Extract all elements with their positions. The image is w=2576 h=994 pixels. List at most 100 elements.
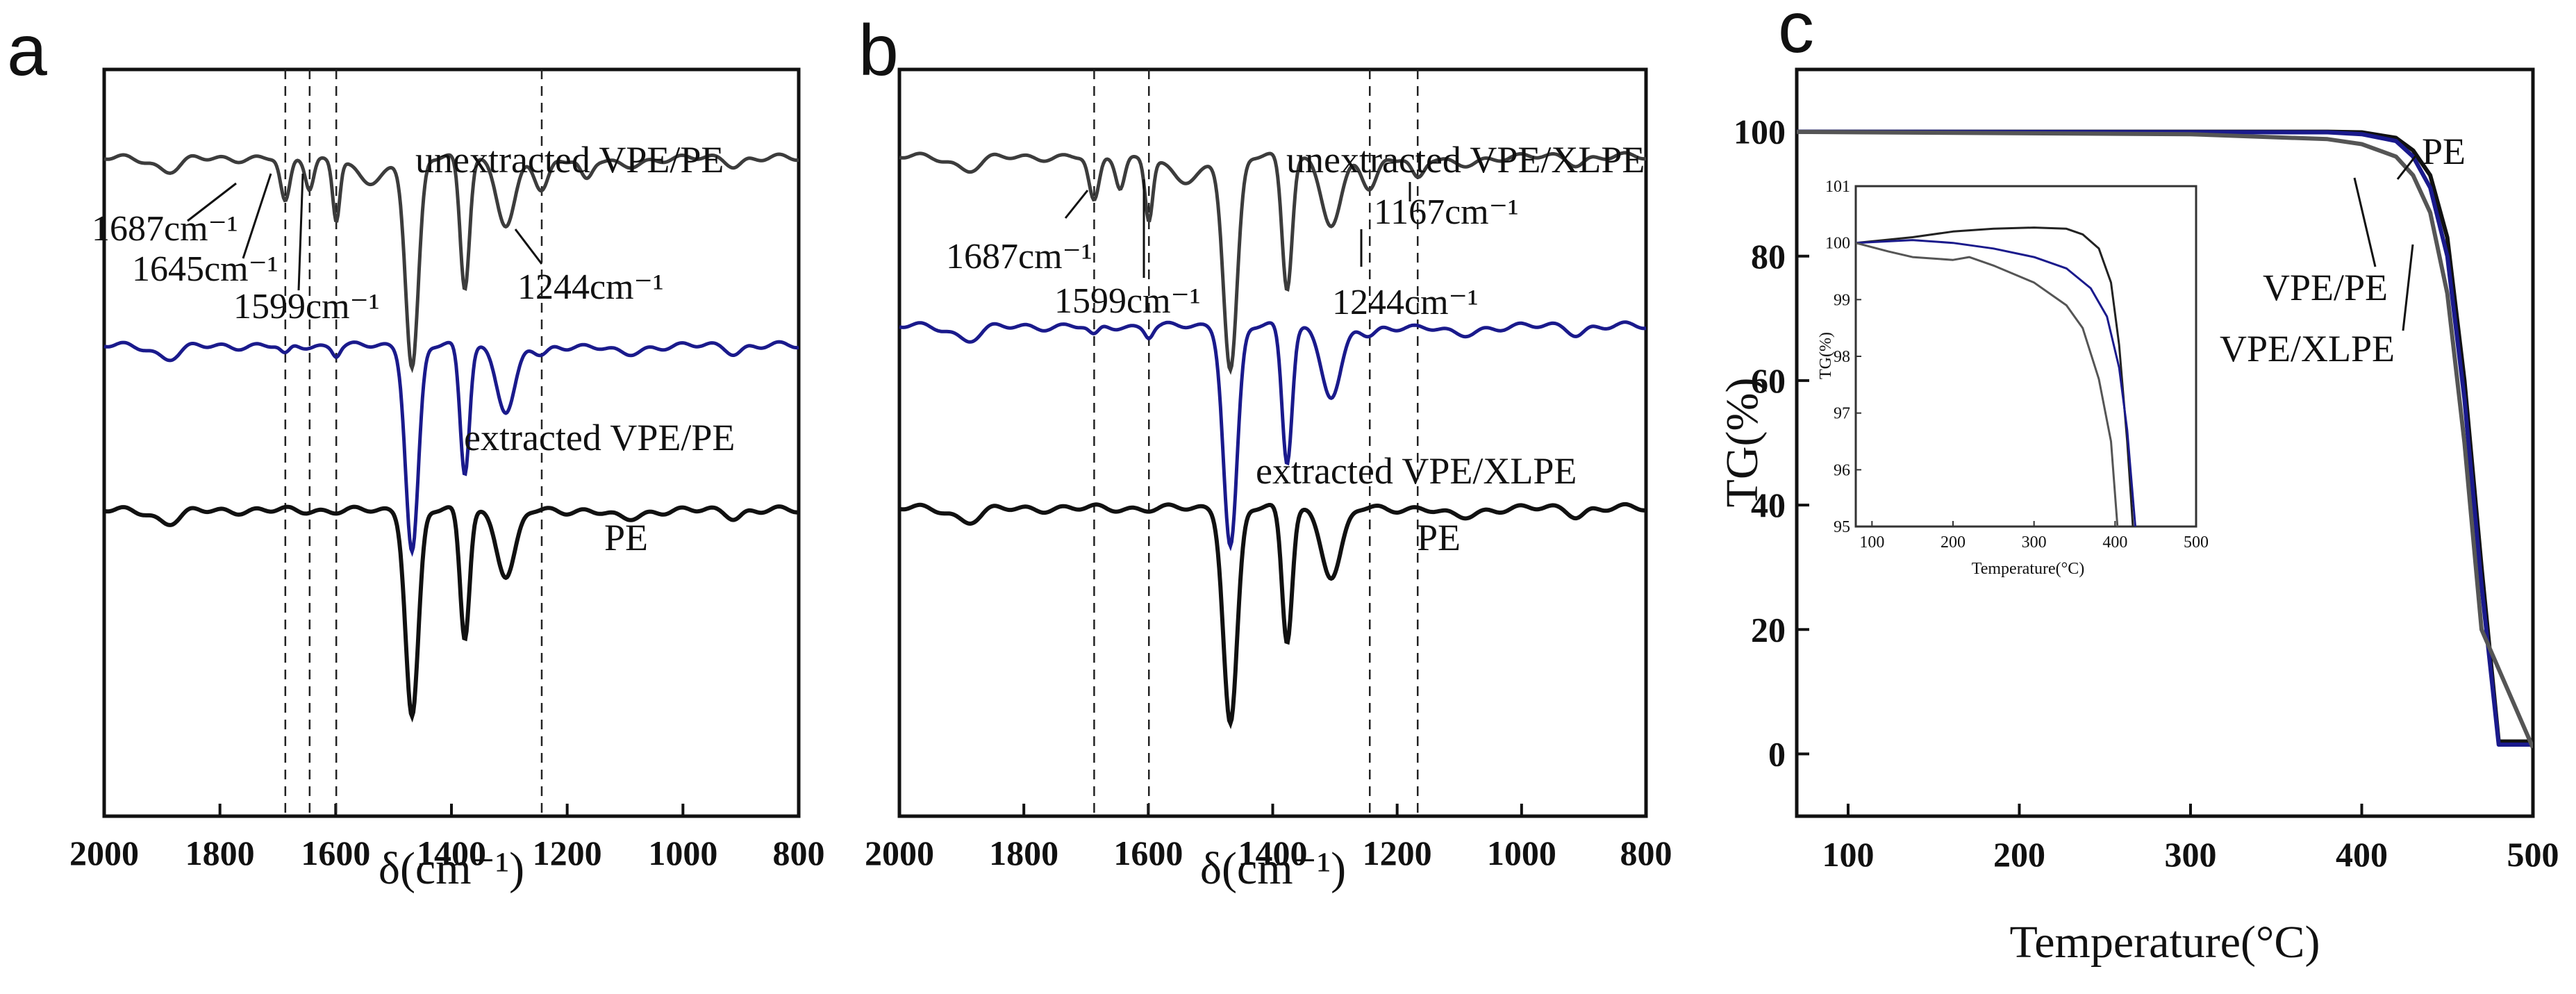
- y-tick-label: 0: [1768, 734, 1786, 773]
- panel-a-ftir: a 2000 1800 1600 1400 1200 1000 800 unextracte…: [7, 10, 825, 894]
- series-label-unextracted-vpe-xlpe: unextracted VPE/XLPE: [1286, 139, 1645, 181]
- inset-y-tick-label: 97: [1834, 405, 1850, 423]
- panel-c-axes: 100 200 300 400 500 0 20 40 60 80 100: [1734, 113, 2559, 874]
- series-label-extracted-vpe-xlpe: extracted VPE/XLPE: [1256, 450, 1577, 492]
- inset-series-line-vpe-xlpe: [1856, 242, 2119, 527]
- series-line-vpe-xlpe: [1797, 129, 2533, 749]
- series-line-pe: [103, 504, 799, 723]
- panel-b-frame: [897, 67, 1648, 818]
- inset-frame: [1854, 185, 2197, 528]
- panel-c-frame: [1795, 67, 2535, 818]
- x-tick-label: 1600: [1113, 834, 1183, 872]
- inset-x-tick-label: 300: [2022, 533, 2047, 552]
- x-tick-label: 500: [2507, 835, 2559, 874]
- inset-x-tick-label: 200: [1941, 533, 1966, 552]
- annotation-b-1167: 1167cm⁻¹: [1374, 192, 1519, 232]
- inset-series-line-vpe-pe: [1856, 239, 2136, 527]
- inset-y-tick-label: 95: [1834, 518, 1850, 536]
- annotation-1645: 1645cm⁻¹: [132, 249, 279, 289]
- series-label-c-pe: PE: [2422, 131, 2466, 172]
- series-line-extracted-vpe-xlpe: [899, 320, 1647, 552]
- panel-c-label-arrows: [2353, 154, 2418, 331]
- annotation-b-1687: 1687cm⁻¹: [946, 237, 1092, 276]
- y-tick-label: 20: [1751, 610, 1786, 649]
- panel-b-peak-annotations: 1687cm⁻¹ 1599cm⁻¹ 1244cm⁻¹ 1167cm⁻¹: [946, 179, 1519, 322]
- panel-c-x-axis-title: Temperature(°C): [2010, 917, 2320, 968]
- panel-letter-a: a: [7, 10, 47, 91]
- panel-b-ftir: b 2000 1800 1600 1400 1200 1000 800 unextracte…: [858, 10, 1672, 894]
- x-tick-label: 1200: [1363, 834, 1432, 872]
- x-tick-label: 1200: [533, 834, 602, 872]
- series-label-pe: PE: [604, 517, 648, 558]
- series-line-unextracted-vpe-pe: [103, 152, 799, 374]
- x-tick-label: 100: [1822, 835, 1874, 874]
- x-tick-label: 1800: [989, 834, 1058, 872]
- panel-b-reference-lines: [1093, 69, 1419, 816]
- x-tick-label: 800: [1620, 834, 1672, 872]
- inset-x-axis-title: Temperature(°C): [1972, 560, 2085, 578]
- x-tick-label: 1400: [417, 834, 486, 872]
- panel-a-peak-annotations: 1687cm⁻¹ 1645cm⁻¹ 1599cm⁻¹ 1244cm⁻¹: [92, 173, 664, 326]
- arrow-c-vpe-pe: [2353, 177, 2377, 267]
- x-tick-label: 800: [773, 834, 825, 872]
- panel-c-y-axis-title: TG(%): [1717, 378, 1768, 508]
- series-label-extracted-vpe-pe: extracted VPE/PE: [464, 417, 735, 458]
- series-label-pe-b: PE: [1417, 517, 1461, 558]
- x-tick-label: 1800: [185, 834, 255, 872]
- x-tick-label: 1600: [301, 834, 370, 872]
- y-tick-label: 80: [1751, 237, 1786, 276]
- annotation-1687: 1687cm⁻¹: [92, 209, 238, 249]
- x-tick-label: 1000: [1487, 834, 1556, 872]
- annotation-1244: 1244cm⁻¹: [517, 267, 664, 307]
- series-line-pe-b: [899, 502, 1647, 729]
- inset-axes: 100 200 300 400 500 95 96 97 98 99 100 101: [1825, 178, 2209, 552]
- annotation-b-1244: 1244cm⁻¹: [1332, 283, 1479, 322]
- x-tick-label: 2000: [69, 834, 139, 872]
- series-label-unextracted-vpe-pe: unextracted VPE/PE: [415, 139, 724, 181]
- series-label-c-vpe-pe: VPE/PE: [2263, 267, 2388, 308]
- arrow-c-vpe-xlpe: [2402, 244, 2414, 331]
- inset-y-tick-label: 100: [1825, 235, 1850, 253]
- annotation-1599: 1599cm⁻¹: [233, 287, 380, 326]
- inset-x-tick-label: 400: [2102, 533, 2127, 552]
- inset-y-tick-label: 98: [1834, 348, 1850, 366]
- inset-series-line-pe: [1856, 226, 2134, 527]
- inset-curves: [1856, 226, 2136, 527]
- x-tick-label: 1400: [1238, 834, 1308, 872]
- arrow-1645: [242, 173, 272, 259]
- arrow-1244: [514, 229, 543, 265]
- y-tick-label: 100: [1734, 113, 1786, 151]
- x-tick-label: 1000: [648, 834, 717, 872]
- arrow-b-1687: [1064, 190, 1089, 219]
- inset-x-tick-label: 100: [1859, 533, 1884, 552]
- series-line-extracted-vpe-pe: [103, 340, 799, 557]
- arrow-1687: [187, 182, 237, 222]
- panel-letter-b: b: [858, 10, 899, 91]
- panel-c-inset: 100 200 300 400 500 95 96 97 98 99 100 101 Temperat…: [1817, 178, 2209, 578]
- series-label-c-vpe-xlpe: VPE/XLPE: [2220, 328, 2395, 370]
- arrow-c-pe: [2396, 154, 2418, 180]
- inset-y-axis-title: TG(%): [1817, 332, 1835, 379]
- annotation-b-1599: 1599cm⁻¹: [1054, 281, 1201, 321]
- panel-a-x-axis-title: δ(cm⁻¹): [379, 843, 524, 894]
- panel-a-spectra: [103, 152, 799, 723]
- series-line-unextracted-vpe-xlpe: [899, 151, 1647, 375]
- panel-c-curves: [1797, 129, 2533, 749]
- inset-y-tick-label: 99: [1834, 291, 1850, 309]
- x-tick-label: 200: [1993, 835, 2045, 874]
- inset-y-tick-label: 96: [1834, 461, 1850, 479]
- x-tick-label: 300: [2164, 835, 2216, 874]
- arrow-1599: [297, 173, 304, 291]
- inset-x-tick-label: 500: [2184, 533, 2209, 552]
- x-tick-label: 2000: [865, 834, 934, 872]
- panel-a-x-axis: 2000 1800 1600 1400 1200 1000 800: [69, 804, 825, 872]
- panel-letter-c: c: [1778, 0, 1814, 68]
- y-tick-label: 40: [1751, 486, 1786, 524]
- panel-a-reference-lines: [284, 69, 543, 816]
- panel-b-spectra: [899, 151, 1647, 729]
- x-tick-label: 400: [2336, 835, 2388, 874]
- y-tick-label: 60: [1751, 361, 1786, 400]
- panel-b-x-axis: 2000 1800 1600 1400 1200 1000 800: [865, 804, 1672, 872]
